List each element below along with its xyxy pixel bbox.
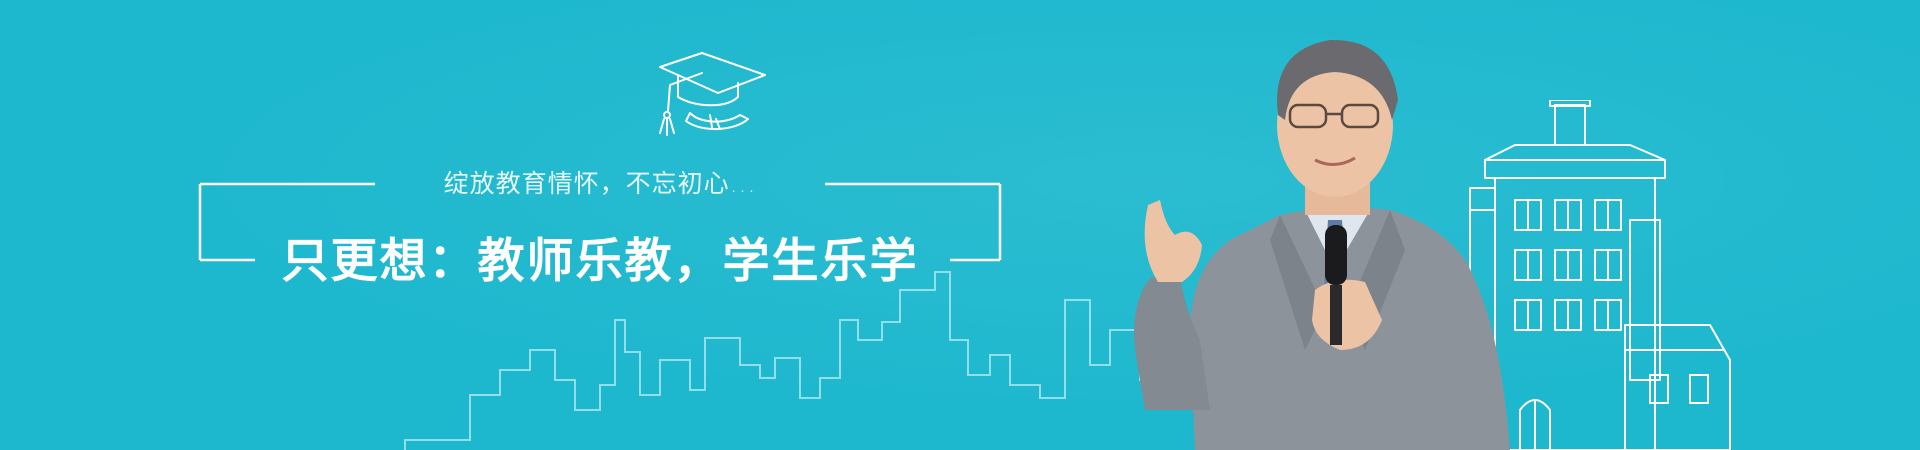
presenter-illustration bbox=[1134, 39, 1510, 450]
headline-text: 只更想：教师乐教，学生乐学 bbox=[281, 234, 919, 289]
graduation-cap-icon bbox=[659, 52, 766, 136]
subtitle-text: 绽放教育情怀，不忘初心... bbox=[443, 169, 757, 198]
house-illustration bbox=[1469, 100, 1731, 450]
